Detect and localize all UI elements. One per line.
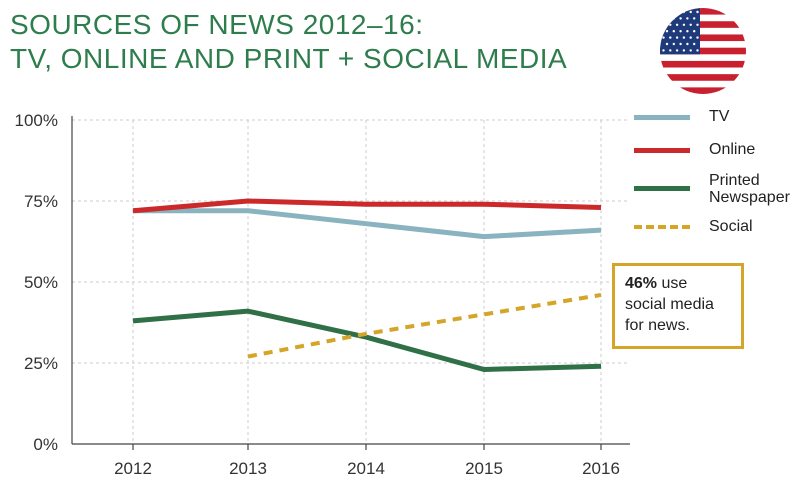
online-legend-swatch xyxy=(634,148,690,153)
flag-stripe xyxy=(660,34,746,42)
flag-stripe xyxy=(660,60,746,68)
flag-stripe xyxy=(660,54,746,62)
flag-star xyxy=(693,17,696,20)
x-tick-label: 2014 xyxy=(347,459,385,478)
flag-star xyxy=(689,23,692,26)
y-tick-label: 100% xyxy=(15,111,58,130)
flag-star xyxy=(675,49,679,52)
tv-legend-swatch xyxy=(634,115,690,120)
flag-star xyxy=(669,49,672,52)
flag-star xyxy=(665,30,669,33)
flag-star xyxy=(689,36,692,39)
legend-label: Newspaper xyxy=(709,189,790,206)
us-flag-icon xyxy=(660,8,746,94)
online-series-line xyxy=(132,198,602,214)
flag-star xyxy=(686,17,689,20)
y-tick-label: 50% xyxy=(24,273,58,292)
social-series-line xyxy=(247,292,602,359)
x-tick-label: 2013 xyxy=(229,459,267,478)
chart-title: SOURCES OF NEWS 2012–16: TV, ONLINE AND … xyxy=(10,8,567,76)
printed-newspaper-series-line xyxy=(132,308,602,372)
legend-label: Printed xyxy=(709,172,760,189)
callout-text-b: social media xyxy=(625,296,714,313)
flag-star xyxy=(696,36,699,39)
callout-text-a: use xyxy=(657,275,688,292)
x-tick-label: 2016 xyxy=(582,459,620,478)
flag-star xyxy=(662,36,665,39)
y-tick-label: 0% xyxy=(33,435,58,454)
x-tick-label: 2012 xyxy=(114,459,152,478)
flag-stripe xyxy=(660,47,746,55)
chart-title-line-2: TV, ONLINE AND PRINT + SOCIAL MEDIA xyxy=(10,43,568,74)
printed-newspaper-legend-swatch xyxy=(634,186,690,191)
flag-star xyxy=(682,49,686,52)
flag-star xyxy=(689,10,692,14)
flag-star xyxy=(679,30,682,33)
flag-stripe xyxy=(660,41,746,48)
tv-series-line xyxy=(133,208,602,240)
flag-star xyxy=(686,42,689,46)
flag-stripe xyxy=(660,21,746,29)
social-legend-swatch xyxy=(634,225,690,229)
flag-stripe xyxy=(660,87,746,94)
flag-star xyxy=(665,42,669,46)
social-media-callout: 46% use social media for news. xyxy=(612,263,744,349)
flag-stripe xyxy=(660,14,746,22)
flag-star xyxy=(675,36,679,39)
y-tick-label: 25% xyxy=(24,354,58,373)
flag-stripe xyxy=(660,67,746,75)
flag-star xyxy=(662,49,665,52)
callout-highlight: 46% xyxy=(625,275,658,292)
legend-label: Social xyxy=(709,218,753,235)
flag-star xyxy=(696,23,699,26)
flag-star xyxy=(696,10,699,14)
flag-star xyxy=(679,17,682,20)
flag-stripe xyxy=(660,80,746,88)
y-tick-label: 75% xyxy=(24,192,58,211)
flag-star xyxy=(679,42,682,46)
callout-text-c: for news. xyxy=(625,317,690,334)
chart-title-line-1: SOURCES OF NEWS 2012–16: xyxy=(10,9,424,40)
flag-star xyxy=(672,30,675,33)
flag-star xyxy=(682,23,686,26)
flag-star xyxy=(675,23,679,26)
flag-star xyxy=(696,49,699,52)
flag-stripe xyxy=(660,27,746,35)
flag-star xyxy=(686,30,689,33)
flag-star xyxy=(672,42,675,46)
legend-label: TV xyxy=(709,108,730,125)
flag-star xyxy=(682,36,686,39)
flag-star xyxy=(689,49,692,52)
flag-star xyxy=(669,36,672,39)
flag-stripe xyxy=(660,8,746,15)
flag-star xyxy=(669,23,672,26)
flag-star xyxy=(693,42,696,46)
flag-stripe xyxy=(660,74,746,82)
x-tick-label: 2015 xyxy=(465,459,503,478)
legend-label: Online xyxy=(709,141,756,158)
flag-star xyxy=(693,30,696,33)
